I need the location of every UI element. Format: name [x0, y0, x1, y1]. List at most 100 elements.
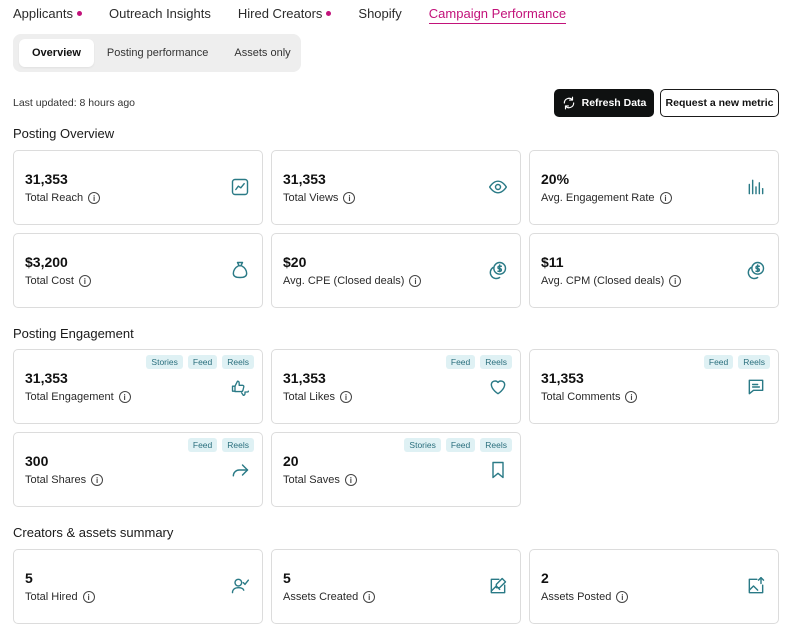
- info-icon[interactable]: i: [625, 391, 638, 403]
- tab-outreach-insights[interactable]: Outreach Insights: [109, 0, 211, 24]
- tab-label: Shopify: [358, 6, 402, 21]
- subtab-assets-only[interactable]: Assets only: [234, 47, 291, 59]
- subtab-overview[interactable]: Overview: [19, 39, 94, 67]
- metric-label: Total Views i: [283, 192, 356, 204]
- card-total-comments: Feed Reels 31,353 Total Comments i: [529, 349, 779, 424]
- info-icon[interactable]: i: [78, 275, 91, 287]
- notification-dot: [326, 11, 332, 16]
- card-total-hired: 5 Total Hired i: [13, 549, 263, 624]
- metric-value: 2: [541, 570, 549, 586]
- user-check-icon: [231, 578, 250, 594]
- tab-shopify[interactable]: Shopify: [358, 0, 401, 24]
- card-assets-posted: 2 Assets Posted i: [529, 549, 779, 624]
- comment-icon: [748, 379, 764, 395]
- metric-label: Avg. CPE (Closed deals) i: [283, 275, 422, 287]
- tab-label: Outreach Insights: [108, 6, 211, 21]
- card-total-shares: Feed Reels 300 Total Shares i: [13, 432, 263, 507]
- info-icon[interactable]: i: [344, 474, 357, 486]
- metric-value: 31,353: [283, 370, 326, 386]
- card-total-saves: Stories Feed Reels 20 Total Saves i: [271, 432, 521, 507]
- notification-dot: [76, 11, 82, 16]
- metric-label: Total Hired i: [25, 591, 95, 603]
- refresh-label: Refresh Data: [581, 97, 647, 109]
- request-metric-button[interactable]: Request a new metric: [660, 89, 779, 117]
- card-engagement-rate: 20% Avg. Engagement Rate i: [529, 150, 779, 225]
- tag-group: Stories Feed Reels: [399, 438, 512, 452]
- card-total-reach: 31,353 Total Reach i: [13, 150, 263, 225]
- info-icon[interactable]: i: [88, 192, 101, 204]
- metric-value: 31,353: [283, 171, 326, 187]
- info-icon[interactable]: i: [118, 391, 131, 403]
- info-icon[interactable]: i: [343, 192, 356, 204]
- bar-chart-icon: [748, 179, 764, 195]
- metric-value: 31,353: [25, 370, 68, 386]
- card-total-views: 31,353 Total Views i: [271, 150, 521, 225]
- top-nav: Applicants Outreach Insights Hired Creat…: [13, 0, 593, 28]
- section-title-posting-engagement: Posting Engagement: [13, 326, 134, 341]
- metric-value: 5: [25, 570, 33, 586]
- tag-feed: Feed: [445, 438, 476, 452]
- metric-value: 31,353: [541, 370, 584, 386]
- refresh-data-button[interactable]: Refresh Data: [554, 89, 654, 117]
- tab-applicants[interactable]: Applicants: [13, 0, 82, 24]
- coins-icon: [489, 261, 507, 280]
- info-icon[interactable]: i: [91, 474, 104, 486]
- share-icon: [232, 464, 249, 477]
- metric-label: Total Likes i: [283, 391, 352, 403]
- info-icon[interactable]: i: [409, 275, 422, 287]
- coins-icon: [747, 261, 765, 280]
- metric-label: Assets Posted i: [541, 591, 629, 603]
- info-icon[interactable]: i: [82, 591, 95, 603]
- tag-reels: Reels: [738, 355, 770, 369]
- tag-group: Feed Reels: [183, 438, 254, 452]
- thumbs-icon: [231, 380, 249, 396]
- card-avg-cpm: $11 Avg. CPM (Closed deals) i: [529, 233, 779, 308]
- card-total-cost: $3,200 Total Cost i: [13, 233, 263, 308]
- section-title-posting-overview: Posting Overview: [13, 126, 115, 141]
- last-updated-text: Last updated: 8 hours ago: [13, 97, 136, 109]
- metric-label: Avg. Engagement Rate i: [541, 192, 672, 204]
- eye-icon: [488, 180, 508, 194]
- metric-label: Total Reach i: [25, 192, 101, 204]
- money-bag-icon: [232, 261, 248, 279]
- info-icon[interactable]: i: [339, 391, 352, 403]
- tag-feed: Feed: [187, 355, 218, 369]
- metric-label: Total Shares i: [25, 474, 104, 486]
- tab-campaign-performance[interactable]: Campaign Performance: [428, 0, 567, 24]
- metric-value: 31,353: [25, 171, 68, 187]
- tag-group: Feed Reels: [441, 355, 512, 369]
- tag-reels: Reels: [480, 438, 512, 452]
- subtab-posting-performance[interactable]: Posting performance: [106, 47, 209, 59]
- card-avg-cpe: $20 Avg. CPE (Closed deals) i: [271, 233, 521, 308]
- info-icon[interactable]: i: [363, 591, 376, 603]
- tab-label: Campaign Performance: [428, 6, 567, 21]
- tag-reels: Reels: [222, 438, 254, 452]
- tag-stories: Stories: [146, 355, 183, 369]
- metric-value: 5: [283, 570, 291, 586]
- metric-value: 300: [25, 453, 49, 469]
- tag-group: Stories Feed Reels: [141, 355, 254, 369]
- tab-label: Applicants: [13, 6, 73, 21]
- metric-value: $11: [541, 254, 564, 270]
- tag-feed: Feed: [445, 355, 476, 369]
- metric-label: Total Saves i: [283, 474, 357, 486]
- tab-hired-creators[interactable]: Hired Creators: [238, 0, 332, 24]
- metric-label: Avg. CPM (Closed deals) i: [541, 275, 682, 287]
- tag-stories: Stories: [404, 438, 441, 452]
- card-total-likes: Feed Reels 31,353 Total Likes i: [271, 349, 521, 424]
- trend-chart-icon: [231, 178, 249, 196]
- metric-value: $20: [283, 254, 307, 270]
- card-assets-created: 5 Assets Created i: [271, 549, 521, 624]
- metric-value: 20%: [541, 171, 570, 187]
- info-icon[interactable]: i: [669, 275, 682, 287]
- tab-label: Hired Creators: [237, 6, 323, 21]
- subtab-group: Overview Posting performance Assets only: [13, 34, 301, 72]
- bookmark-icon: [492, 461, 504, 479]
- section-title-creators-assets-summary: Creators & assets summary: [13, 525, 174, 540]
- metric-value: $3,200: [25, 254, 68, 270]
- heart-icon: [490, 380, 506, 395]
- tag-feed: Feed: [703, 355, 734, 369]
- info-icon[interactable]: i: [659, 192, 672, 204]
- image-upload-icon: [748, 576, 765, 594]
- info-icon[interactable]: i: [616, 591, 629, 603]
